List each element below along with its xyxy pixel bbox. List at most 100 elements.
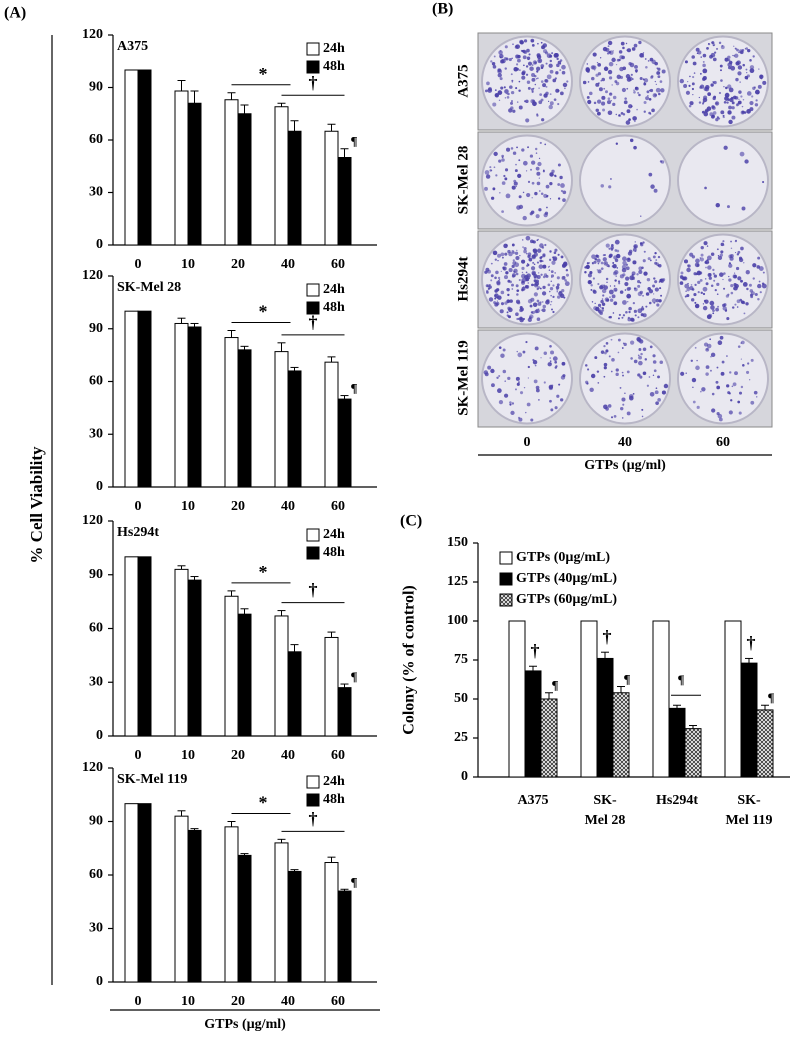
colony: [684, 283, 690, 289]
colony: [749, 379, 751, 381]
bar: [596, 657, 614, 778]
colony: [498, 400, 504, 405]
colony: [527, 377, 530, 379]
y-tick-label: 0: [461, 769, 468, 784]
bar: [137, 803, 152, 983]
colony: [757, 256, 761, 260]
y-tick-label: 75: [454, 652, 468, 667]
colony: [704, 299, 709, 304]
colony: [614, 258, 619, 263]
colony: [601, 307, 605, 310]
colony: [746, 370, 750, 374]
colony: [515, 185, 517, 188]
x-tick-label: Mel 28: [585, 813, 626, 828]
colony: [516, 205, 521, 210]
colony: [549, 357, 551, 359]
colony: [540, 357, 542, 359]
colony: [705, 372, 709, 376]
colony: [632, 78, 634, 80]
bar: [174, 90, 189, 246]
colony: [556, 394, 560, 398]
x-tick-label: 10: [181, 994, 195, 1009]
colony: [709, 54, 713, 59]
colony: [735, 61, 740, 66]
colony: [529, 154, 534, 158]
bar: [174, 322, 189, 488]
colony: [582, 80, 587, 85]
colony: [491, 383, 495, 388]
colony: [508, 268, 513, 273]
bar: [137, 556, 152, 737]
colony: [540, 41, 543, 44]
colony: [512, 251, 515, 255]
colony: [522, 246, 524, 248]
colony: [517, 58, 521, 63]
colony: [539, 259, 543, 263]
colony: [657, 398, 661, 402]
colony: [730, 247, 733, 250]
bar: [668, 707, 686, 778]
colony: [723, 100, 727, 104]
colony: [699, 257, 704, 262]
colony: [728, 278, 732, 282]
colony: [637, 284, 641, 288]
colony: [628, 286, 632, 290]
colony: [585, 264, 590, 270]
well: [481, 134, 573, 227]
colony: [492, 65, 497, 69]
colony: [736, 48, 739, 52]
colony: [692, 400, 696, 404]
colony: [516, 146, 518, 149]
colony: [594, 258, 598, 261]
colony: [723, 85, 725, 88]
x-tick-label: 40: [281, 748, 295, 763]
colony: [507, 293, 510, 297]
colony: [737, 400, 741, 404]
colony: [659, 80, 663, 83]
colony: [593, 101, 597, 105]
colony: [538, 308, 540, 310]
colony: [525, 73, 529, 76]
colony: [526, 402, 531, 407]
colony: [545, 274, 549, 278]
colony: [525, 285, 530, 289]
colony: [751, 95, 754, 98]
colony: [653, 369, 657, 373]
colony: [615, 372, 619, 377]
colony: [562, 190, 567, 195]
colony: [728, 105, 732, 110]
colony: [499, 309, 504, 314]
colony: [500, 353, 505, 358]
colony: [590, 65, 595, 70]
x-tick-label: 60: [331, 499, 345, 514]
colony: [536, 299, 540, 303]
colony: [537, 161, 542, 167]
bar: [274, 106, 289, 246]
colony: [594, 69, 596, 71]
colony: [737, 276, 742, 281]
colony: [626, 257, 631, 262]
colony: [596, 370, 600, 373]
colony: [504, 168, 509, 172]
colony: [624, 289, 627, 291]
colony: [718, 91, 722, 95]
colony: [525, 411, 527, 414]
colony: [629, 395, 634, 401]
colony: [556, 288, 559, 291]
colony: [683, 259, 689, 264]
colony: [530, 418, 534, 422]
colony: [504, 301, 508, 305]
colony: [739, 391, 743, 395]
colony: [706, 245, 709, 247]
y-tick-label: 0: [96, 237, 103, 252]
colony: [633, 90, 636, 94]
colony: [651, 298, 657, 303]
colony: [707, 42, 711, 46]
colony: [601, 302, 606, 306]
colony: [753, 390, 758, 395]
colony: [641, 415, 644, 418]
colony: [526, 252, 528, 255]
colony: [743, 312, 746, 315]
colony: [638, 269, 643, 274]
colony: [629, 62, 635, 68]
